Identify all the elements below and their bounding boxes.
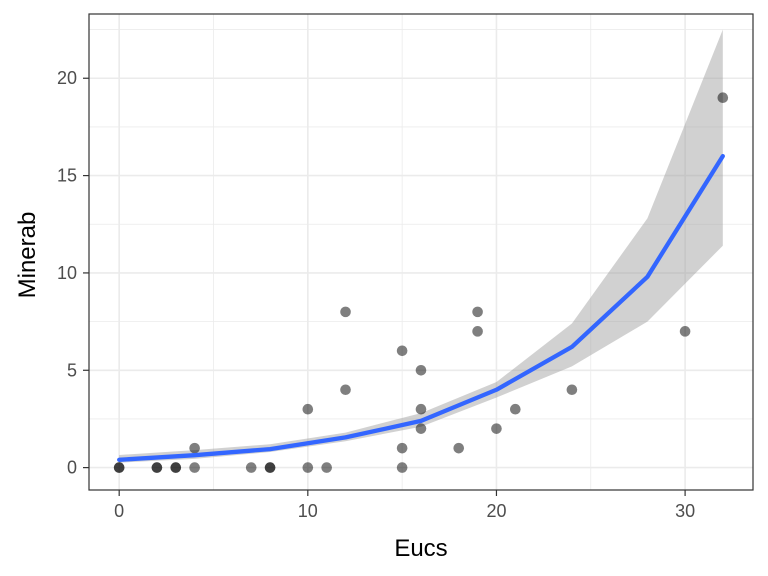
x-tick-label: 0 bbox=[114, 501, 124, 521]
data-point bbox=[415, 423, 427, 434]
data-points bbox=[113, 92, 729, 473]
data-point bbox=[510, 403, 521, 415]
confidence-band bbox=[119, 29, 723, 463]
data-point bbox=[340, 384, 351, 396]
tick-labels: 0 10 20 30 0 5 10 15 20 bbox=[57, 68, 695, 521]
data-point bbox=[151, 462, 163, 473]
data-point bbox=[113, 462, 125, 473]
data-point bbox=[189, 462, 200, 473]
data-point bbox=[302, 462, 314, 473]
y-tick-label: 0 bbox=[67, 458, 77, 478]
data-point bbox=[491, 423, 502, 434]
y-tick-label: 5 bbox=[67, 360, 77, 380]
axis-ticks bbox=[83, 77, 686, 496]
data-point bbox=[453, 442, 465, 454]
data-point bbox=[717, 92, 729, 104]
data-point bbox=[302, 403, 314, 415]
panel-border bbox=[88, 13, 754, 491]
x-tick-label: 10 bbox=[298, 501, 318, 521]
fit-curve bbox=[117, 153, 725, 462]
data-point bbox=[321, 462, 332, 473]
data-point bbox=[472, 306, 483, 318]
data-point bbox=[264, 462, 276, 473]
fit-line bbox=[117, 153, 725, 462]
data-point bbox=[472, 326, 483, 337]
y-tick-label: 20 bbox=[57, 68, 77, 88]
x-tick-label: 20 bbox=[486, 501, 506, 521]
data-point bbox=[245, 462, 257, 473]
y-tick-label: 10 bbox=[57, 263, 77, 283]
y-axis-title: Minerab bbox=[14, 212, 41, 299]
data-point bbox=[170, 462, 182, 473]
y-tick-label: 15 bbox=[57, 166, 77, 186]
x-tick-label: 30 bbox=[675, 501, 695, 521]
data-point bbox=[396, 442, 408, 454]
data-point bbox=[396, 462, 408, 473]
data-point bbox=[679, 326, 691, 337]
confidence-ribbon bbox=[119, 29, 723, 463]
x-axis-title: Eucs bbox=[394, 535, 447, 562]
data-point bbox=[415, 364, 427, 376]
data-point bbox=[415, 403, 427, 415]
data-point bbox=[566, 384, 578, 396]
data-point bbox=[189, 442, 200, 454]
data-point bbox=[340, 306, 351, 318]
data-point bbox=[396, 345, 408, 357]
